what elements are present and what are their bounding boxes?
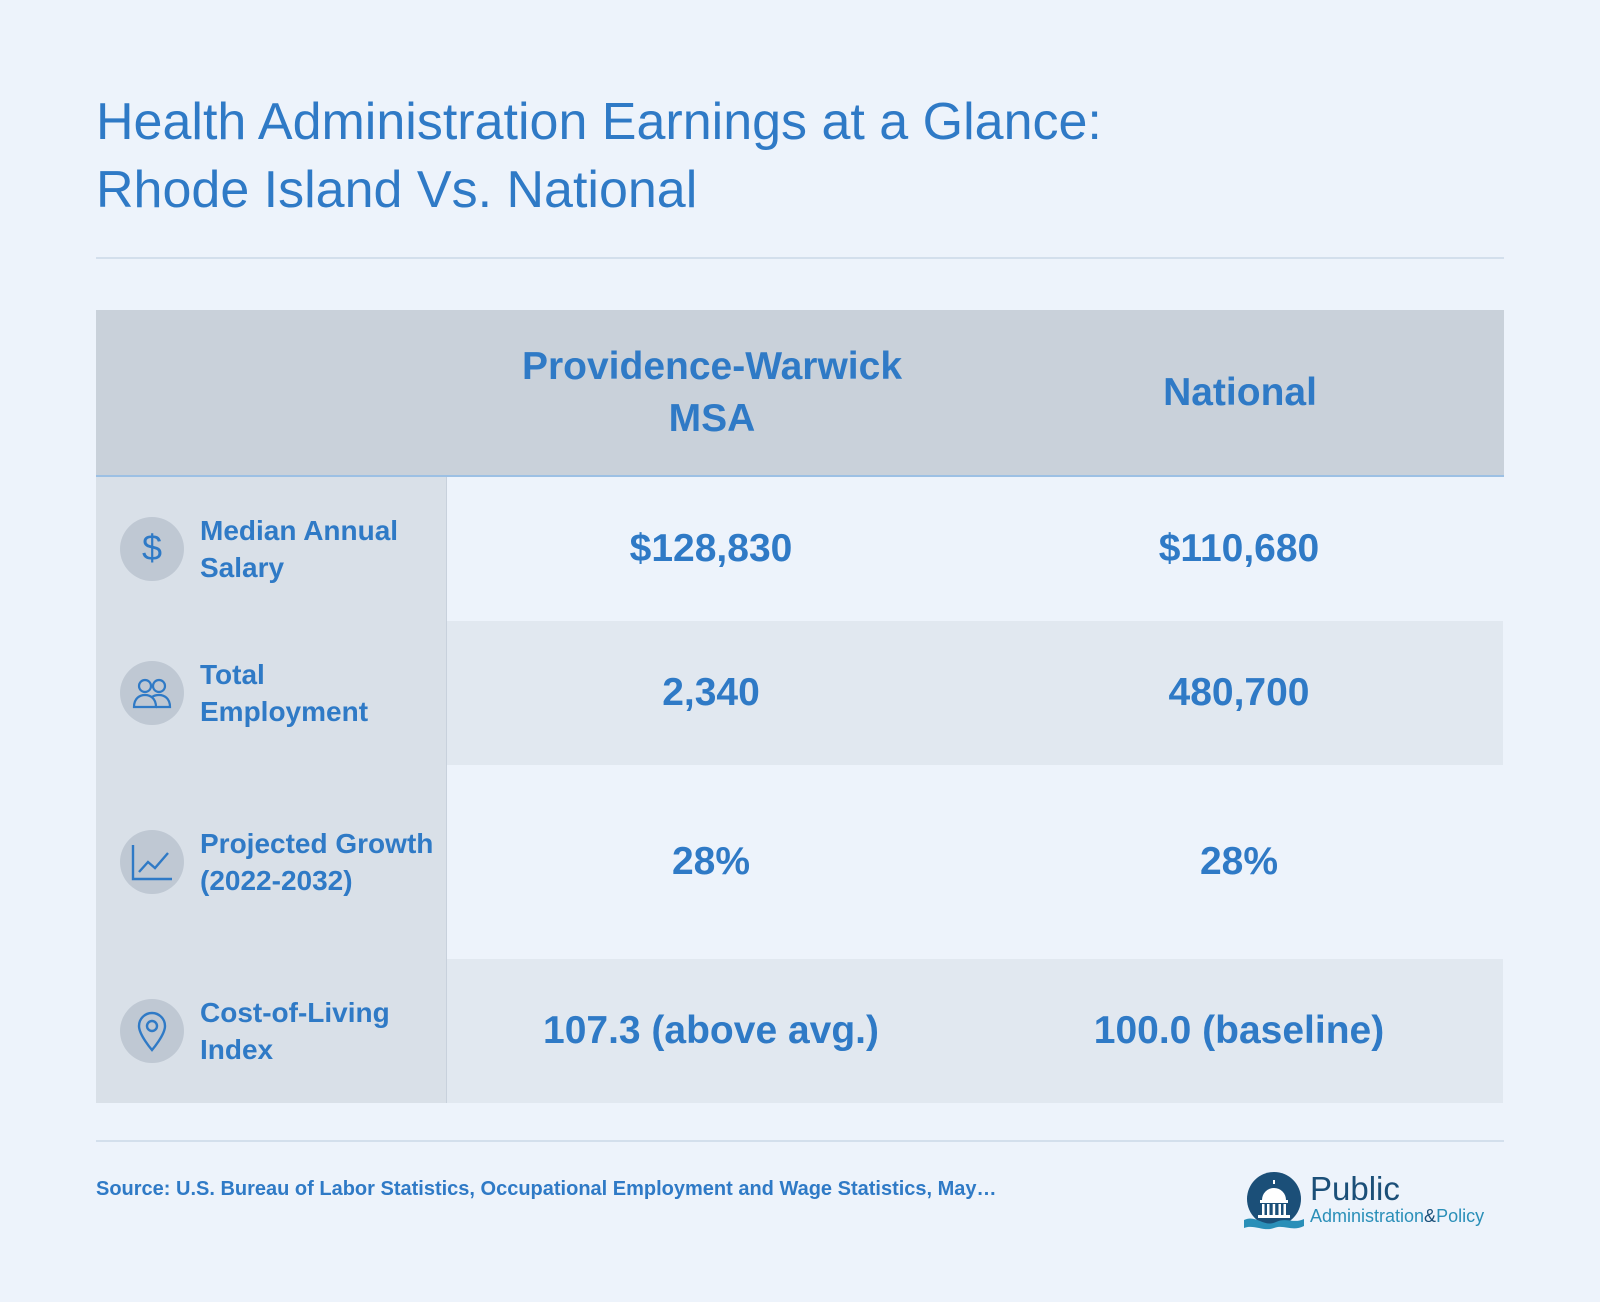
header-national: National: [976, 310, 1504, 475]
row-label-text: Total Employment: [200, 659, 369, 727]
row-label-text: Cost-of-Living Index: [200, 997, 390, 1065]
msa-cost-of-living-value: 107.3 (above avg.): [447, 959, 975, 1103]
header-msa: Providence-Warwick MSA: [448, 310, 976, 475]
svg-text:$: $: [142, 529, 162, 568]
site-logo[interactable]: Public Administration&Policy: [1244, 1170, 1504, 1232]
logo-policy-text: Policy: [1436, 1206, 1485, 1226]
msa-employment-value: 2,340: [447, 621, 975, 765]
national-employment-value: 480,700: [975, 621, 1503, 765]
comparison-table: Providence-Warwick MSA National $ Median…: [96, 310, 1504, 1103]
top-divider: [96, 257, 1504, 259]
bottom-divider: [96, 1140, 1504, 1142]
logo-wordmark: Public Administration&Policy: [1310, 1170, 1504, 1232]
line-chart-icon: [120, 830, 184, 894]
page-title: Health Administration Earnings at a Glan…: [96, 88, 1396, 224]
row-label-text: Median Annual Salary: [200, 515, 399, 583]
logo-ampersand: &: [1424, 1206, 1437, 1226]
header-msa-label: Providence-Warwick MSA: [521, 344, 903, 440]
title-line-1: Health Administration Earnings at a Glan…: [96, 93, 1102, 151]
table-row: Cost-of-Living Index 107.3 (above avg.) …: [96, 959, 1504, 1103]
location-pin-icon: [120, 999, 184, 1063]
dollar-icon: $: [120, 517, 184, 581]
national-cost-of-living-value: 100.0 (baseline): [975, 959, 1503, 1103]
header-national-label: National: [1163, 370, 1317, 414]
msa-salary-value: $128,830: [447, 477, 975, 621]
row-label-text: Projected Growth (2022-2032): [200, 828, 434, 896]
capitol-dome-icon: [1244, 1172, 1304, 1230]
table-row: Projected Growth (2022-2032) 28% 28%: [96, 765, 1504, 959]
table-header: Providence-Warwick MSA National: [96, 310, 1504, 477]
header-empty-cell: [96, 310, 448, 475]
msa-growth-value: 28%: [447, 765, 975, 959]
people-icon: [120, 661, 184, 725]
table-row: Total Employment 2,340 480,700: [96, 621, 1504, 765]
row-label-employment: Total Employment: [96, 621, 447, 765]
national-growth-value: 28%: [975, 765, 1503, 959]
logo-administration-text: Administration: [1310, 1206, 1425, 1226]
logo-subtitle: Administration&Policy: [1310, 1206, 1484, 1226]
row-label-salary: $ Median Annual Salary: [96, 477, 447, 621]
title-line-2: Rhode Island Vs. National: [96, 161, 698, 219]
row-label-growth: Projected Growth (2022-2032): [96, 765, 447, 959]
national-salary-value: $110,680: [975, 477, 1503, 621]
table-row: $ Median Annual Salary $128,830 $110,680: [96, 477, 1504, 621]
logo-public-text: Public: [1310, 1170, 1400, 1207]
row-label-cost-of-living: Cost-of-Living Index: [96, 959, 447, 1103]
source-citation: Source: U.S. Bureau of Labor Statistics,…: [96, 1178, 997, 1200]
